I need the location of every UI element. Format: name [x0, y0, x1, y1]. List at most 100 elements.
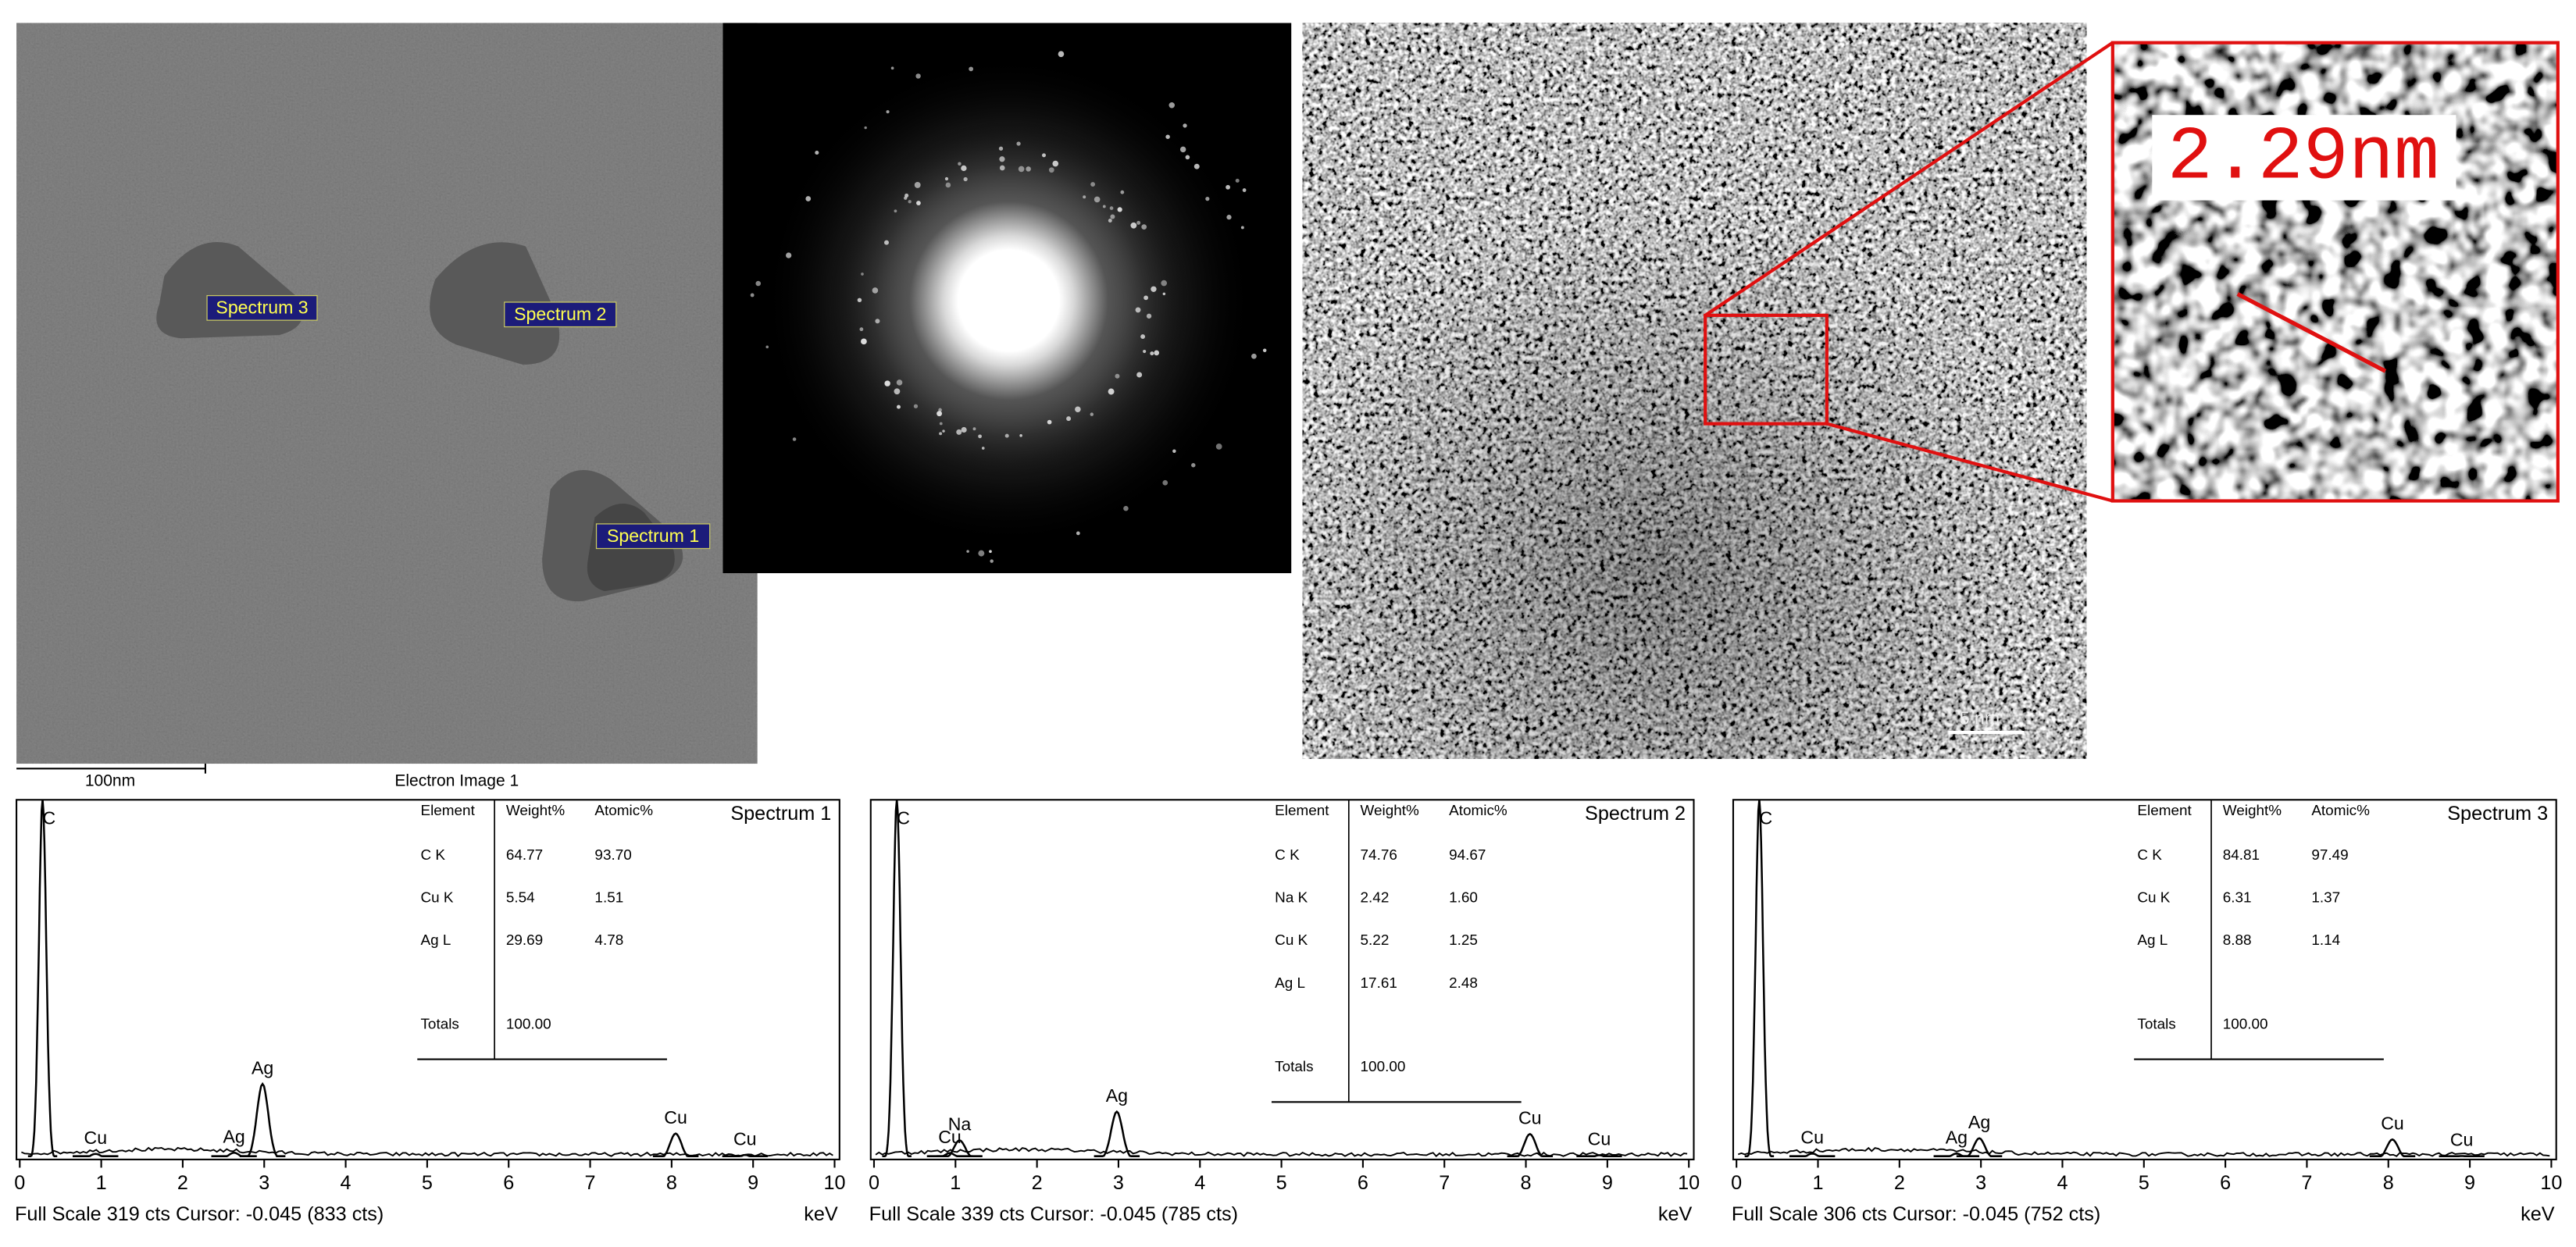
diffraction-spot	[938, 408, 942, 412]
x-tick-label: 3	[1113, 1172, 1124, 1194]
diffraction-spot	[872, 287, 879, 294]
diffraction-spot	[1117, 207, 1122, 212]
spectrum-footer: Full Scale 339 cts Cursor: -0.045 (785 c…	[869, 1203, 1238, 1225]
measure-line	[2236, 292, 2387, 373]
x-tick-label: 5	[2139, 1172, 2150, 1194]
diffraction-spot	[894, 388, 901, 395]
x-tick-label: 10	[2540, 1172, 2562, 1194]
table-cell: 4.78	[594, 932, 623, 949]
table-cell: 1.37	[2311, 889, 2340, 906]
triangle	[430, 242, 560, 365]
diffraction-spot	[1135, 307, 1141, 313]
spectrum-peak	[2369, 1138, 2416, 1157]
diffraction-spot	[972, 427, 976, 431]
spectrum-peak	[239, 1081, 286, 1157]
diffraction-spot	[969, 66, 974, 72]
diffraction-spot	[792, 437, 797, 441]
diffraction-spot	[857, 297, 862, 303]
diffraction-spot	[939, 432, 943, 436]
diffraction-spot	[999, 165, 1005, 171]
spectrum-peak	[937, 1139, 983, 1157]
diffraction-spot	[884, 380, 890, 387]
diffraction-spot	[1143, 349, 1147, 354]
x-tick-label: 1	[1812, 1172, 1823, 1194]
spectrum-baseline	[875, 1147, 1688, 1158]
spectrum-title: Spectrum 2	[1585, 803, 1686, 825]
plot-area	[1737, 800, 2550, 1157]
peak-label: Ag	[223, 1126, 245, 1146]
x-tick-label: 2	[1032, 1172, 1043, 1194]
diffraction-spot	[1016, 141, 1021, 146]
diffraction-spot	[1146, 313, 1152, 319]
diffraction-spot	[1075, 406, 1081, 412]
x-tick-label: 0	[869, 1172, 879, 1194]
diffraction-spot	[958, 162, 962, 166]
diffraction-spot	[1026, 166, 1031, 172]
x-tick-label: 6	[503, 1172, 514, 1194]
table-cell: 1.25	[1449, 932, 1478, 949]
table-header: Atomic%	[1449, 803, 1507, 819]
spectrum-peak	[1094, 1110, 1140, 1157]
diffraction-spot	[1150, 351, 1154, 356]
spectrum-title: Spectrum 1	[730, 803, 831, 825]
x-tick-label: 2	[177, 1172, 188, 1194]
x-tick-label: 4	[341, 1172, 351, 1194]
diffraction-spot	[990, 559, 994, 563]
diffraction-spot	[1052, 160, 1059, 167]
diffraction-spot	[1151, 286, 1157, 292]
zoom-line	[1826, 422, 2114, 503]
peak-label: Cu	[2381, 1113, 2404, 1133]
diffraction-spot	[1048, 167, 1054, 173]
table-cell: 64.77	[506, 847, 543, 864]
x-tick-label: 3	[259, 1172, 269, 1194]
table-totals: 100.00	[506, 1016, 551, 1032]
table-totals: 100.00	[1361, 1059, 1406, 1075]
table-header: Atomic%	[2311, 803, 2370, 819]
table-header: Element	[420, 803, 475, 819]
diffraction-spot	[939, 422, 943, 426]
spectrum-peak	[882, 800, 912, 1157]
diffraction-spot	[1165, 134, 1170, 139]
table-cell: 17.61	[1361, 975, 1397, 992]
x-tick-label: 10	[823, 1172, 845, 1194]
diffraction-spot	[1141, 224, 1147, 230]
peak-label: Cu	[84, 1128, 108, 1148]
diffraction-spot	[890, 66, 894, 70]
diffraction-spot	[1123, 505, 1129, 511]
diffraction-spot	[864, 126, 867, 130]
spectrum-marker-box	[595, 523, 711, 550]
diffraction-spot	[1172, 449, 1176, 453]
diffraction-spot	[1094, 196, 1101, 203]
table-cell: 84.81	[2223, 847, 2260, 864]
table-totals: Totals	[1275, 1059, 1313, 1075]
spectrum-peak	[1956, 1137, 2003, 1157]
diffraction-spot	[999, 156, 1005, 162]
table-cell: 93.70	[594, 847, 631, 864]
diffraction-spot	[861, 338, 867, 345]
table-header: Weight%	[506, 803, 566, 819]
table-cell: C K	[2137, 847, 2162, 864]
diffraction-spot	[1004, 433, 1009, 438]
diffraction-spot	[1047, 419, 1052, 425]
diffraction-center	[828, 119, 1190, 482]
diffraction-spot	[966, 550, 969, 553]
spectrum-title: Spectrum 3	[2447, 803, 2548, 825]
diffraction-spot	[989, 550, 992, 554]
diffraction-spot	[896, 379, 903, 386]
x-axis-unit: keV	[804, 1203, 838, 1225]
spectrum-peak	[1744, 800, 1775, 1157]
diffraction-spot	[961, 165, 967, 172]
diffraction-spot	[786, 252, 792, 258]
diffraction-spot	[915, 73, 921, 79]
spectrum-peak	[73, 1153, 119, 1157]
table-cell: 97.49	[2311, 847, 2348, 864]
diffraction-spot	[1140, 334, 1146, 340]
x-tick-label: 0	[14, 1172, 25, 1194]
peak-label: C	[43, 808, 56, 828]
spectrum-peak	[722, 1153, 768, 1157]
diffraction-spot	[1108, 219, 1112, 223]
table-header: Weight%	[1361, 803, 1420, 819]
x-tick-label: 5	[1276, 1172, 1287, 1194]
table-cell: 6.31	[2223, 889, 2252, 906]
